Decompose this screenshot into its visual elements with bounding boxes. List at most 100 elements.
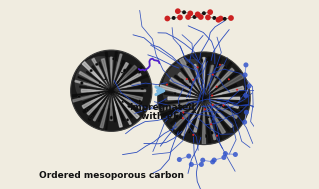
Circle shape [198,14,204,20]
Polygon shape [80,86,111,91]
Circle shape [228,15,234,21]
Polygon shape [169,84,204,98]
Circle shape [165,16,170,21]
Circle shape [244,110,249,115]
Ellipse shape [225,102,227,104]
Circle shape [204,108,206,110]
Ellipse shape [128,105,131,108]
Ellipse shape [78,95,81,98]
Circle shape [212,104,214,106]
Polygon shape [181,68,204,98]
Ellipse shape [227,116,230,119]
Ellipse shape [174,93,177,95]
Polygon shape [206,100,238,119]
Polygon shape [111,91,116,122]
Circle shape [202,11,206,15]
Polygon shape [175,98,204,136]
Circle shape [182,111,184,113]
Circle shape [228,78,230,80]
Circle shape [210,123,212,125]
Polygon shape [179,58,203,97]
Polygon shape [204,98,241,114]
Polygon shape [111,65,131,91]
Ellipse shape [104,79,106,80]
Ellipse shape [175,115,179,118]
Polygon shape [164,92,204,98]
Circle shape [87,68,123,105]
Polygon shape [112,54,122,88]
Circle shape [200,158,205,163]
Circle shape [211,94,213,97]
Ellipse shape [119,79,120,80]
Circle shape [188,11,193,16]
Ellipse shape [95,63,98,66]
Polygon shape [82,62,110,89]
Circle shape [177,15,183,20]
Circle shape [219,64,221,66]
Polygon shape [93,93,110,121]
Circle shape [186,78,188,80]
Ellipse shape [121,72,123,73]
Circle shape [223,17,227,21]
Polygon shape [98,91,111,122]
Polygon shape [111,91,137,111]
Polygon shape [71,91,111,97]
Polygon shape [111,67,142,91]
Polygon shape [92,66,111,91]
Polygon shape [204,57,211,98]
Polygon shape [204,98,222,140]
Polygon shape [111,91,142,104]
Polygon shape [112,65,137,90]
Circle shape [189,162,194,167]
Circle shape [182,117,184,119]
Polygon shape [160,98,204,105]
Ellipse shape [98,92,100,94]
Circle shape [223,104,225,106]
Polygon shape [81,89,108,92]
Circle shape [210,159,215,164]
Polygon shape [87,92,110,115]
Ellipse shape [140,87,144,90]
Circle shape [75,56,128,109]
Polygon shape [204,71,239,98]
Circle shape [158,52,250,145]
Polygon shape [83,91,111,113]
Polygon shape [111,91,143,96]
Polygon shape [204,62,232,98]
Ellipse shape [189,87,191,89]
Ellipse shape [186,99,188,101]
Circle shape [243,93,248,98]
Circle shape [216,17,221,23]
Polygon shape [194,64,203,95]
Ellipse shape [188,131,191,134]
Circle shape [166,84,168,86]
Ellipse shape [90,69,93,72]
Ellipse shape [210,131,213,134]
Polygon shape [204,58,221,98]
Text: Ordered mesoporous carbon: Ordered mesoporous carbon [39,171,184,180]
Polygon shape [205,100,225,134]
Circle shape [192,79,194,81]
Ellipse shape [130,83,131,85]
Polygon shape [111,91,124,121]
Circle shape [192,134,194,136]
Circle shape [195,12,201,17]
Text: with PEI: with PEI [141,112,183,121]
Polygon shape [162,99,200,110]
Circle shape [242,120,247,125]
Circle shape [216,135,218,137]
Circle shape [236,89,238,91]
Circle shape [212,158,217,163]
Ellipse shape [201,59,203,63]
Circle shape [243,62,249,67]
Circle shape [199,162,204,167]
Circle shape [172,16,176,20]
Circle shape [71,50,152,131]
Polygon shape [75,80,110,90]
Polygon shape [168,97,199,100]
Polygon shape [79,71,109,90]
Polygon shape [92,58,110,89]
Polygon shape [82,91,110,108]
Ellipse shape [226,78,229,81]
Polygon shape [88,91,111,120]
